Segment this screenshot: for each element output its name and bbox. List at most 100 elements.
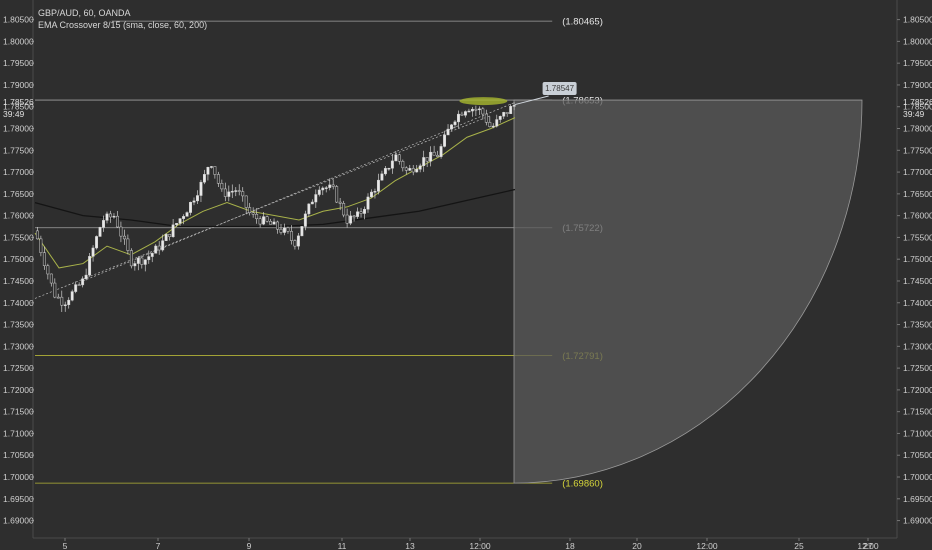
candle-body <box>380 173 384 181</box>
x-tick-label: 11 <box>338 541 347 550</box>
candle-body <box>272 221 276 225</box>
candle-body <box>432 151 436 156</box>
y-tick-label-left: 1.75000 <box>3 254 34 264</box>
candle-body <box>56 296 60 299</box>
y-tick-label-left: 1.71500 <box>3 407 34 417</box>
candle-body <box>310 201 314 205</box>
candle-body <box>237 190 241 192</box>
candle-body <box>77 284 81 286</box>
candle-body <box>422 157 426 167</box>
candle-body <box>300 226 304 237</box>
candle-body <box>293 240 297 247</box>
y-tick-label-left: 1.76000 <box>3 211 34 221</box>
y-tick-label-left: 1.70000 <box>3 472 34 482</box>
y-tick-label-right: 1.71500 <box>903 407 932 417</box>
x-tick-label: 9 <box>247 541 252 550</box>
candle-body <box>95 236 99 249</box>
x-tick-label: 20 <box>632 541 642 550</box>
y-tick-label-right: 1.74500 <box>903 276 932 286</box>
candle-body <box>450 124 453 130</box>
candle-body <box>49 273 53 284</box>
candle-body <box>67 299 71 306</box>
candle-body <box>474 108 478 111</box>
candle-body <box>481 108 485 115</box>
candle-body <box>286 227 290 232</box>
ema-slow-line <box>34 188 516 228</box>
y-tick-label-left: 1.77000 <box>3 167 34 177</box>
candle-body <box>324 187 328 189</box>
y-tick-label-right: 1.75500 <box>903 232 932 242</box>
candle-body <box>387 167 391 170</box>
candle-body <box>206 166 210 175</box>
x-tick-label: 5 <box>63 541 68 550</box>
y-tick-label-right: 1.70000 <box>903 472 932 482</box>
y-tick-label-right: 1.78000 <box>903 124 932 134</box>
candle-body <box>161 240 165 251</box>
candle-body <box>314 194 318 203</box>
candle-body <box>495 119 499 127</box>
candle-body <box>46 265 50 275</box>
candle-body <box>321 187 325 191</box>
x-tick-label: 25 <box>794 541 804 550</box>
candle-body <box>129 250 133 267</box>
candle-body <box>189 201 192 213</box>
candle-body <box>154 245 158 254</box>
x-tick-label: 7 <box>156 541 161 550</box>
y-tick-label-right: 1.73000 <box>903 341 932 351</box>
y-tick-label-left: 1.69000 <box>3 516 34 526</box>
candle-body <box>376 179 380 192</box>
y-tick-label-right: 1.77500 <box>903 145 932 155</box>
y-tick-label-right: 1.80000 <box>903 36 932 46</box>
channel-line <box>34 115 492 299</box>
y-tick-label-right: 1.69500 <box>903 494 932 504</box>
candle-body <box>457 113 460 123</box>
candle-body <box>370 191 373 198</box>
candle-body <box>109 213 112 218</box>
candle-body <box>182 216 186 219</box>
candle-body <box>359 211 363 214</box>
candle-body <box>251 212 255 215</box>
candle-body <box>467 110 471 113</box>
candle-body <box>84 274 88 280</box>
y-tick-label-left: 1.72000 <box>3 385 34 395</box>
candle-body <box>262 216 266 225</box>
candle-body <box>512 105 516 107</box>
candle-body <box>147 256 151 261</box>
candle-body <box>60 296 64 306</box>
candle-body <box>296 235 300 247</box>
y-tick-label-left: 1.77500 <box>3 145 34 155</box>
candle-body <box>126 238 130 251</box>
candle-body <box>35 230 39 240</box>
current-price-right: 1.78526 <box>903 97 932 107</box>
candle-body <box>157 245 161 251</box>
candle-body <box>164 234 168 241</box>
current-price-marker: 1.78526 39:49 1.78526 39:49 <box>3 97 932 119</box>
candle-body <box>349 215 353 224</box>
y-tick-label-left: 1.72500 <box>3 363 34 373</box>
candle-body <box>265 216 269 222</box>
candle-body <box>303 213 307 227</box>
candle-body <box>241 191 245 197</box>
candle-body <box>42 252 46 266</box>
candle-body <box>477 108 481 111</box>
level-label: (1.80465) <box>562 17 603 28</box>
candle-body <box>383 168 387 175</box>
candle-body <box>119 226 123 237</box>
candle-body <box>202 174 206 183</box>
candle-body <box>366 196 370 210</box>
candle-body <box>289 231 293 241</box>
x-tick-label: 27 <box>863 541 873 550</box>
y-tick-label-left: 1.80500 <box>3 15 34 25</box>
chart-symbol-title: GBP/AUD, 60, OANDA <box>38 8 131 18</box>
candle-body <box>98 227 102 237</box>
candle-body <box>74 284 78 292</box>
y-tick-label-right: 1.75000 <box>903 254 932 264</box>
candle-body <box>425 157 429 162</box>
y-tick-label-right: 1.78500 <box>903 102 932 112</box>
x-tick-label: 12:00 <box>857 541 879 550</box>
candle-body <box>415 169 419 173</box>
candle-body <box>227 191 231 197</box>
countdown-left: 39:49 <box>3 109 25 119</box>
